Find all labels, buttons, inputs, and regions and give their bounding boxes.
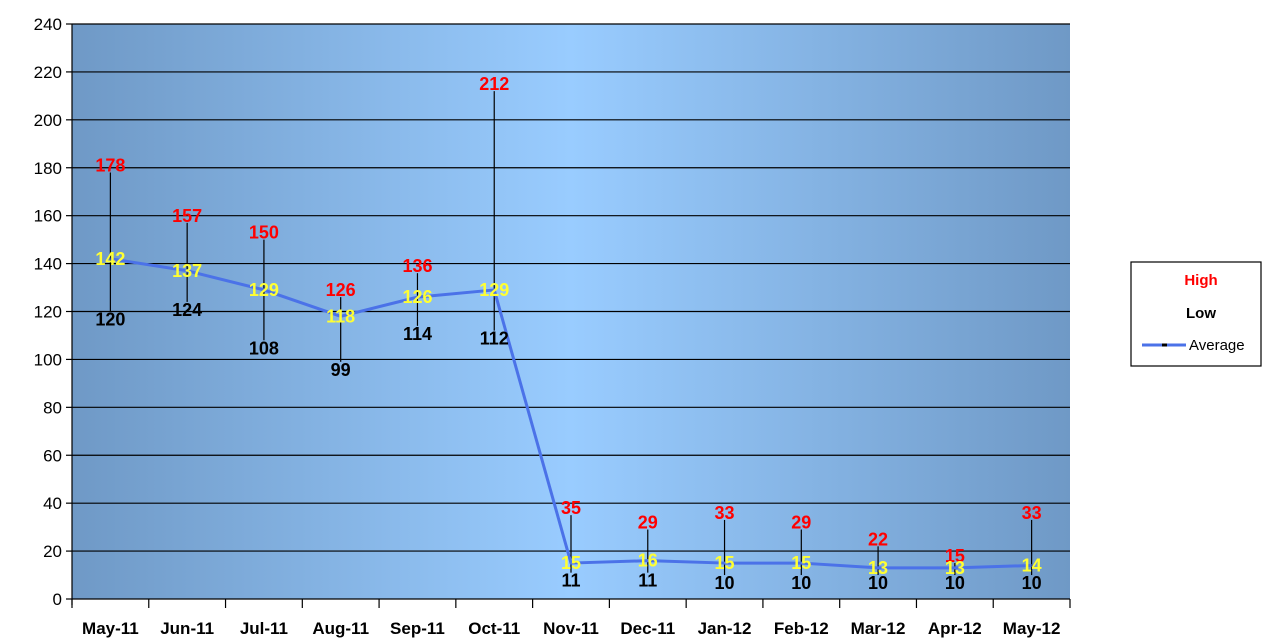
high-label-Dec-11: 29 [638,513,658,533]
high-label-May-11: 178 [95,156,125,176]
x-tick-label-Oct-11: Oct-11 [468,619,520,638]
high-label-Nov-11: 35 [561,498,581,518]
legend-box [1130,261,1262,367]
low-label-Jun-11: 124 [172,300,202,320]
x-tick-label-Sep-11: Sep-11 [390,619,445,638]
x-tick-label-Jan-12: Jan-12 [698,619,752,638]
high-label-Sep-11: 136 [402,256,432,276]
high-label-Mar-12: 22 [868,529,888,549]
low-label-Jul-11: 108 [249,338,279,358]
y-tick-label-20: 20 [43,542,62,561]
x-tick-label-Nov-11: Nov-11 [543,619,599,638]
high-label-Jul-11: 150 [249,223,279,243]
legend: High Low Average [1130,261,1262,367]
x-tick-label-Dec-11: Dec-11 [620,619,675,638]
low-label-Aug-11: 99 [331,360,351,380]
average-label-Sep-11: 126 [402,287,432,307]
x-tick-label-Jun-11: Jun-11 [160,619,214,638]
low-label-Sep-11: 114 [403,324,432,344]
x-tick-label-Jul-11: Jul-11 [240,619,288,638]
low-label-Oct-11: 112 [480,329,509,349]
average-label-Apr-12: 13 [945,558,965,578]
x-tick-label-Mar-12: Mar-12 [851,619,906,638]
y-tick-label-140: 140 [34,255,62,274]
series [109,91,1033,576]
legend-marker-average [1162,343,1167,347]
average-label-May-12: 14 [1022,555,1042,575]
y-tick-label-100: 100 [34,350,62,369]
high-label-May-12: 33 [1022,503,1042,523]
low-label-Feb-12: 10 [791,573,811,593]
average-label-May-11: 142 [95,249,125,269]
low-label-May-12: 10 [1022,573,1042,593]
x-tick-label-Aug-11: Aug-11 [312,619,369,638]
average-line [110,257,1032,570]
legend-label-average: Average [1189,337,1245,354]
average-label-Jan-12: 15 [715,553,735,573]
low-label-Dec-11: 11 [638,571,657,591]
high-label-Jan-12: 33 [715,503,735,523]
axes: 0 20 40 60 80 100 120 140 160 180 200 220 240 May-11 J… [34,15,1071,638]
data-labels: 178 120 142 157 124 137 150 108 129 126 99 118 136 11… [95,74,1041,593]
average-label-Jun-11: 137 [172,261,202,281]
high-label-Apr-12: 15 [945,546,965,566]
low-label-Apr-12: 10 [945,573,965,593]
average-label-Aug-11: 118 [326,306,355,326]
average-label-Oct-11: 129 [479,280,509,300]
y-tick-label-220: 220 [34,63,62,82]
average-label-Jul-11: 129 [249,280,279,300]
average-label-Nov-11: 15 [561,553,581,573]
x-tick-label-May-12: May-12 [1003,619,1061,638]
gridlines [72,23,1070,552]
y-tick-label-240: 240 [34,15,62,34]
x-tick-label-Feb-12: Feb-12 [774,619,829,638]
x-tick-label-Apr-12: Apr-12 [928,619,982,638]
high-label-Oct-11: 212 [479,74,509,94]
low-label-Jan-12: 10 [715,573,735,593]
low-label-May-11: 120 [95,310,125,330]
low-label-Mar-12: 10 [868,573,888,593]
low-label-Nov-11: 11 [561,571,580,591]
y-tick-label-200: 200 [34,111,62,130]
legend-label-high: High [1184,272,1217,289]
y-tick-label-0: 0 [53,590,62,609]
average-label-Feb-12: 15 [791,553,811,573]
y-tick-label-40: 40 [43,494,62,513]
y-tick-label-160: 160 [34,207,62,226]
average-label-Dec-11: 16 [638,551,658,571]
y-tick-label-80: 80 [43,398,62,417]
high-label-Aug-11: 126 [326,280,356,300]
x-tick-label-May-11: May-11 [82,619,139,638]
y-tick-label-60: 60 [43,446,62,465]
average-label-Mar-12: 13 [868,558,888,578]
y-tick-label-180: 180 [34,159,62,178]
high-label-Feb-12: 29 [791,513,811,533]
legend-label-low: Low [1186,305,1216,322]
y-tick-label-120: 120 [34,303,62,322]
high-label-Jun-11: 157 [172,206,202,226]
